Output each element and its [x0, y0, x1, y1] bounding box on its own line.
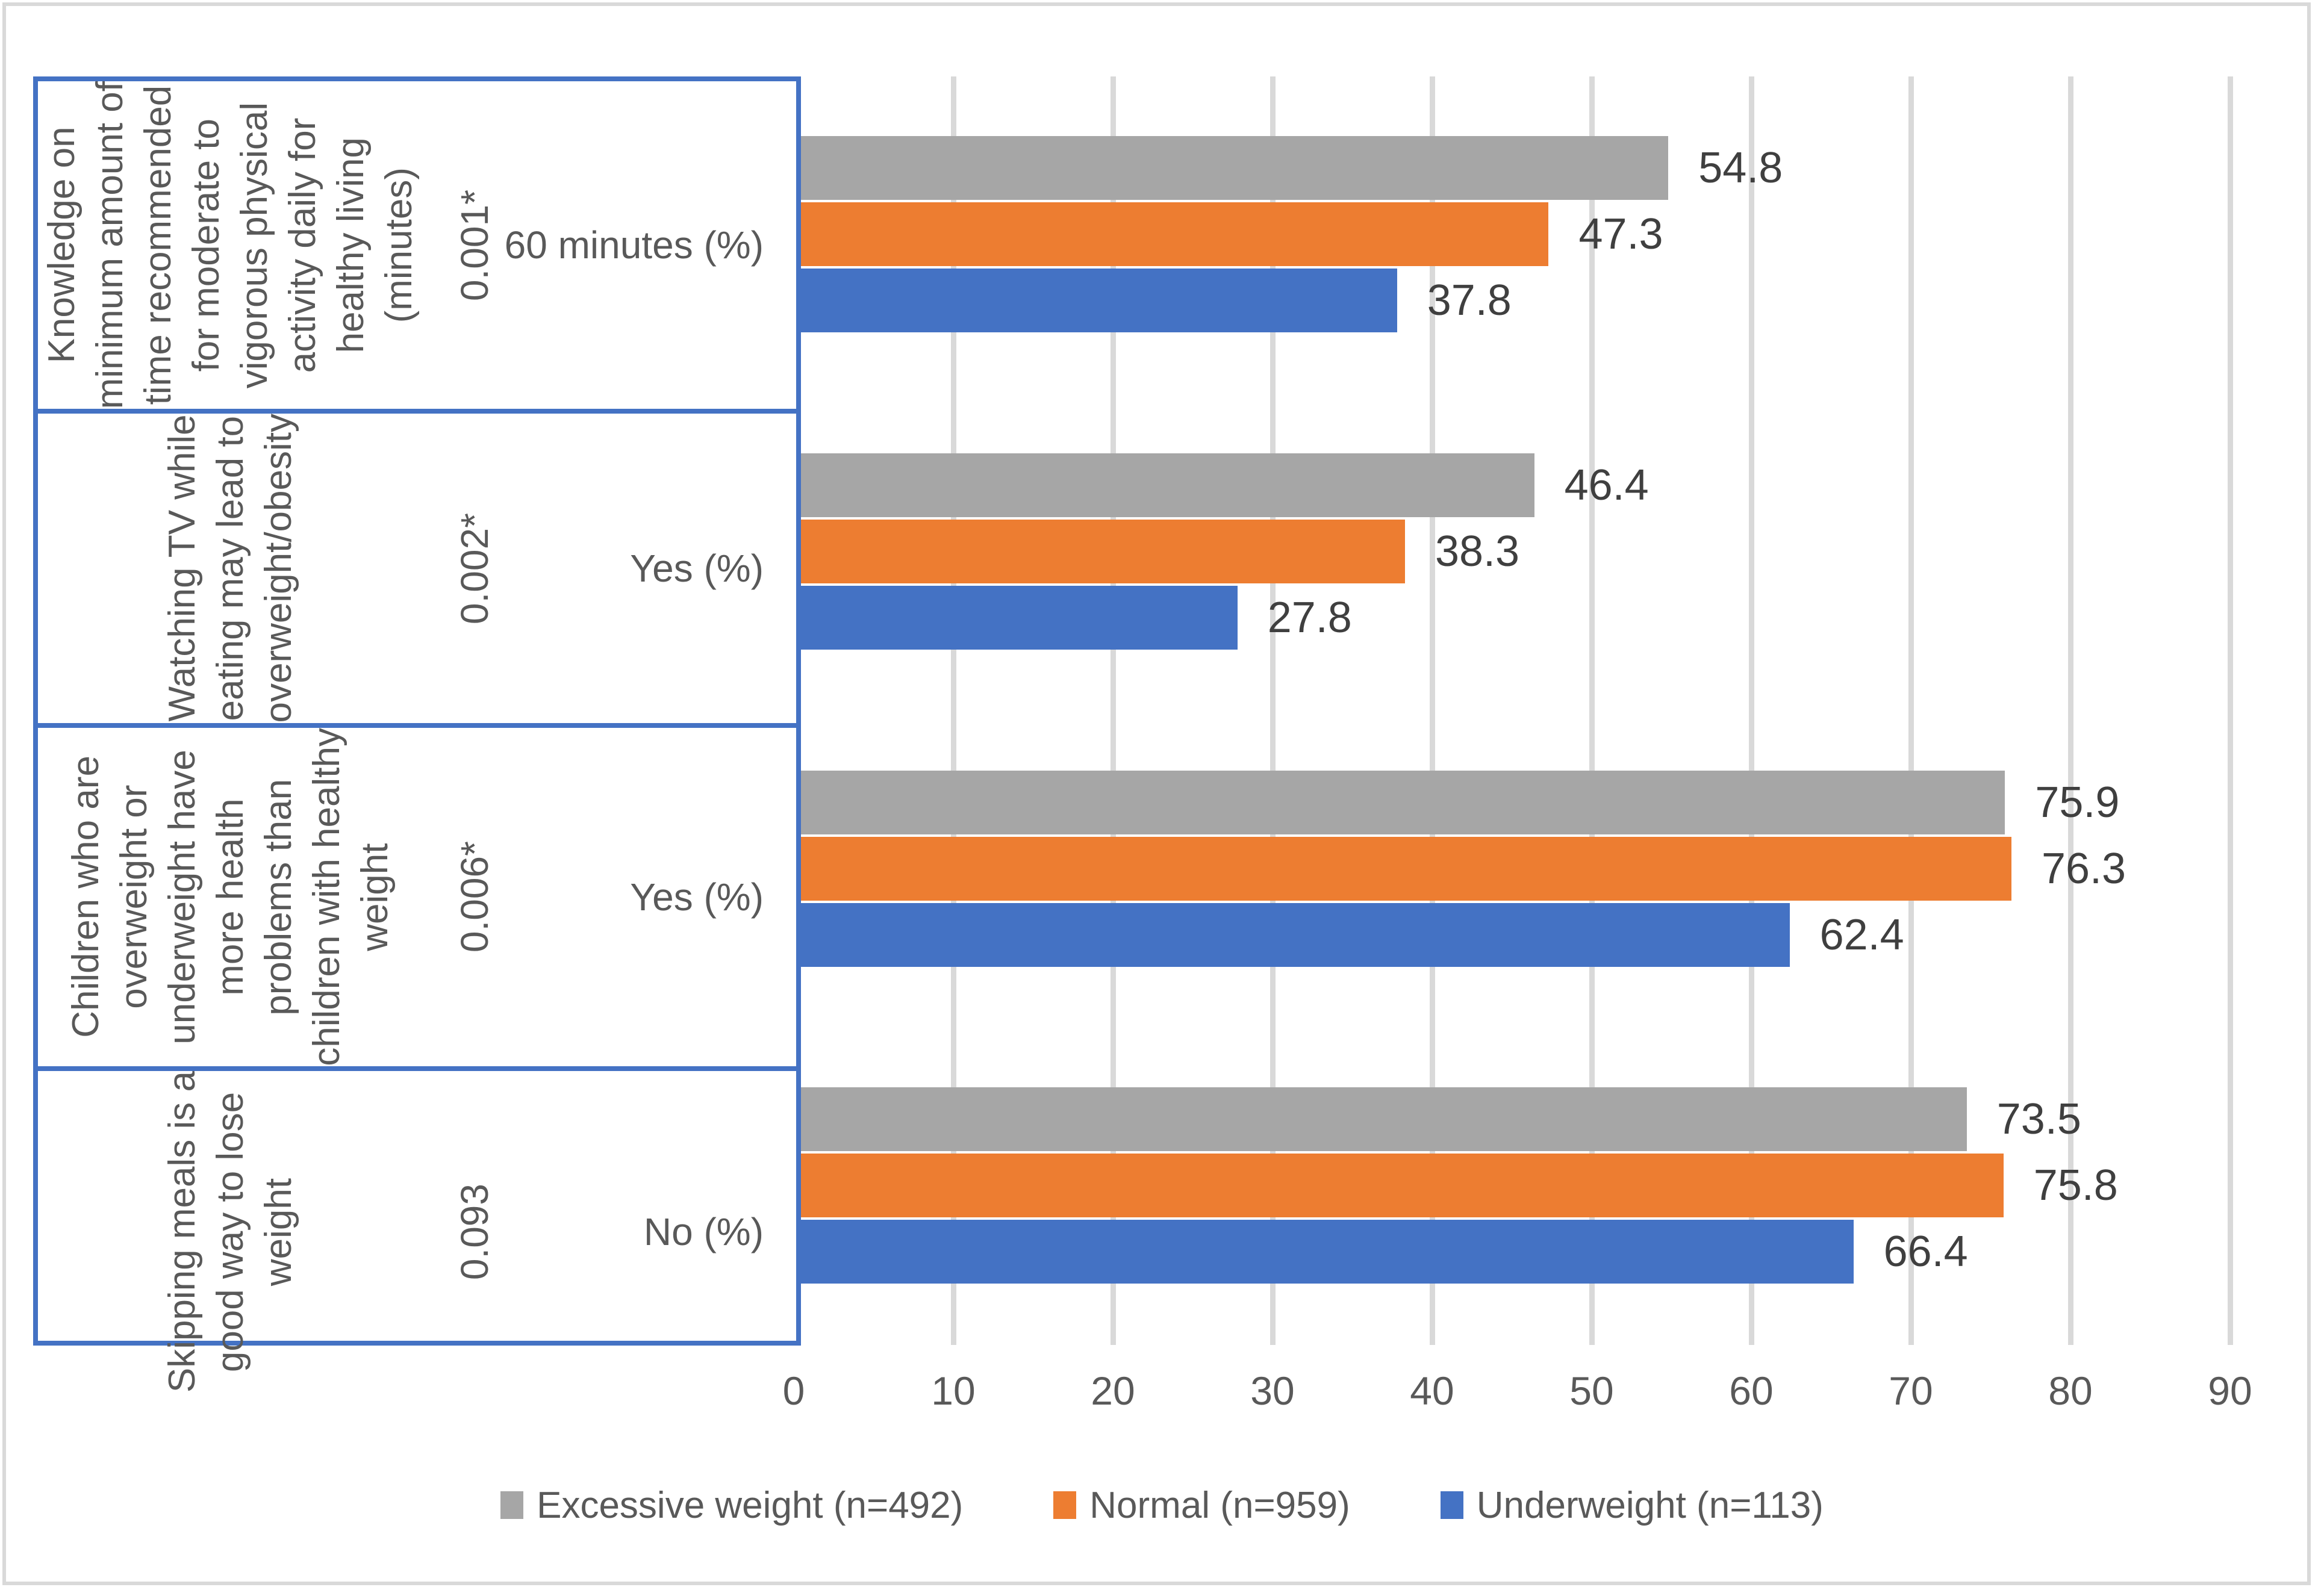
bar — [794, 269, 1397, 332]
gridline — [1111, 76, 1116, 1345]
gridline — [951, 76, 956, 1345]
gridline — [1270, 76, 1276, 1345]
category-label: Children who are overweight or underweig… — [65, 727, 396, 1066]
legend-item: Normal (n=959) — [1053, 1484, 1350, 1527]
legend-swatch — [1053, 1491, 1077, 1519]
legend-label: Excessive weight (n=492) — [537, 1484, 964, 1526]
x-axis-tick-label: 0 — [782, 1368, 805, 1413]
response-label: Yes (%) — [630, 875, 764, 919]
bar — [794, 453, 1534, 517]
bar — [794, 770, 2005, 834]
gridline — [1908, 76, 1914, 1345]
response-label: No (%) — [643, 1210, 764, 1253]
bar-value-label: 54.8 — [1698, 144, 1783, 192]
legend-swatch — [1440, 1491, 1463, 1519]
bar-value-label: 75.9 — [2035, 778, 2120, 827]
category-row: Skipping meals is a good way to lose wei… — [38, 1066, 797, 1393]
x-axis: 0 10 20 30 40 50 60 70 80 90 — [783, 1368, 2252, 1422]
bar — [794, 136, 1669, 200]
plot-area: 54.8 47.3 37.8 46.4 38.3 27.8 75.9 76.3 62.4 73.5… — [794, 76, 2233, 1345]
x-axis-tick-label: 70 — [1889, 1368, 1933, 1413]
bar-value-label: 76.3 — [2041, 844, 2126, 893]
response-label: 60 minutes (%) — [504, 223, 764, 267]
bar-value-label: 37.8 — [1427, 276, 1512, 325]
legend-label: Normal (n=959) — [1089, 1484, 1350, 1526]
legend: Excessive weight (n=492) Normal (n=959) Un… — [0, 1463, 2324, 1547]
category-row: Watching TV while eating may lead to ove… — [38, 409, 797, 723]
category-label: Skipping meals is a good way to lose wei… — [161, 1070, 299, 1393]
bar-value-label: 75.8 — [2033, 1161, 2118, 1210]
bar — [794, 202, 1549, 266]
category-row: Children who are overweight or underweig… — [38, 722, 797, 1066]
category-panel: Knowledge on minimum amount of time reco… — [33, 76, 801, 1393]
gridline — [2228, 76, 2233, 1345]
bar-value-label: 27.8 — [1267, 593, 1352, 642]
bar — [794, 1220, 1854, 1284]
category-label: Watching TV while eating may lead to ove… — [161, 414, 299, 723]
x-axis-tick-label: 90 — [2208, 1368, 2252, 1413]
p-value-label: 0.093 — [453, 1183, 496, 1280]
p-value-label: 0.002* — [453, 512, 496, 624]
p-value-label: 0.001* — [453, 189, 496, 301]
gridline — [1589, 76, 1595, 1345]
x-axis-tick-label: 20 — [1091, 1368, 1135, 1413]
bar — [794, 519, 1405, 583]
bar — [794, 1087, 1967, 1152]
bar-value-label: 62.4 — [1819, 910, 1904, 959]
legend-swatch — [500, 1491, 524, 1519]
x-axis-tick-label: 10 — [931, 1368, 976, 1413]
bar-value-label: 73.5 — [1996, 1095, 2081, 1144]
gridline — [1430, 76, 1435, 1345]
bar — [794, 836, 2011, 901]
category-row: Knowledge on minimum amount of time reco… — [38, 81, 797, 409]
bar-value-label: 46.4 — [1564, 461, 1649, 509]
legend-item: Underweight (n=113) — [1440, 1484, 1824, 1527]
gridline — [2068, 76, 2073, 1345]
legend-item: Excessive weight (n=492) — [500, 1484, 963, 1527]
gridline — [1749, 76, 1754, 1345]
x-axis-tick-label: 60 — [1729, 1368, 1774, 1413]
bar — [794, 1154, 2004, 1218]
category-label: Knowledge on minimum amount of time reco… — [41, 81, 420, 409]
bar — [794, 585, 1238, 650]
bar-value-label: 38.3 — [1435, 527, 1520, 576]
legend-label: Underweight (n=113) — [1476, 1484, 1824, 1526]
bar-value-label: 47.3 — [1578, 210, 1663, 258]
x-axis-tick-label: 30 — [1250, 1368, 1295, 1413]
x-axis-tick-label: 80 — [2048, 1368, 2093, 1413]
x-axis-tick-label: 50 — [1569, 1368, 1614, 1413]
bar — [794, 902, 1790, 967]
x-axis-tick-label: 40 — [1410, 1368, 1454, 1413]
bar-value-label: 66.4 — [1883, 1228, 1968, 1276]
response-label: Yes (%) — [630, 547, 764, 591]
p-value-label: 0.006* — [453, 841, 496, 953]
